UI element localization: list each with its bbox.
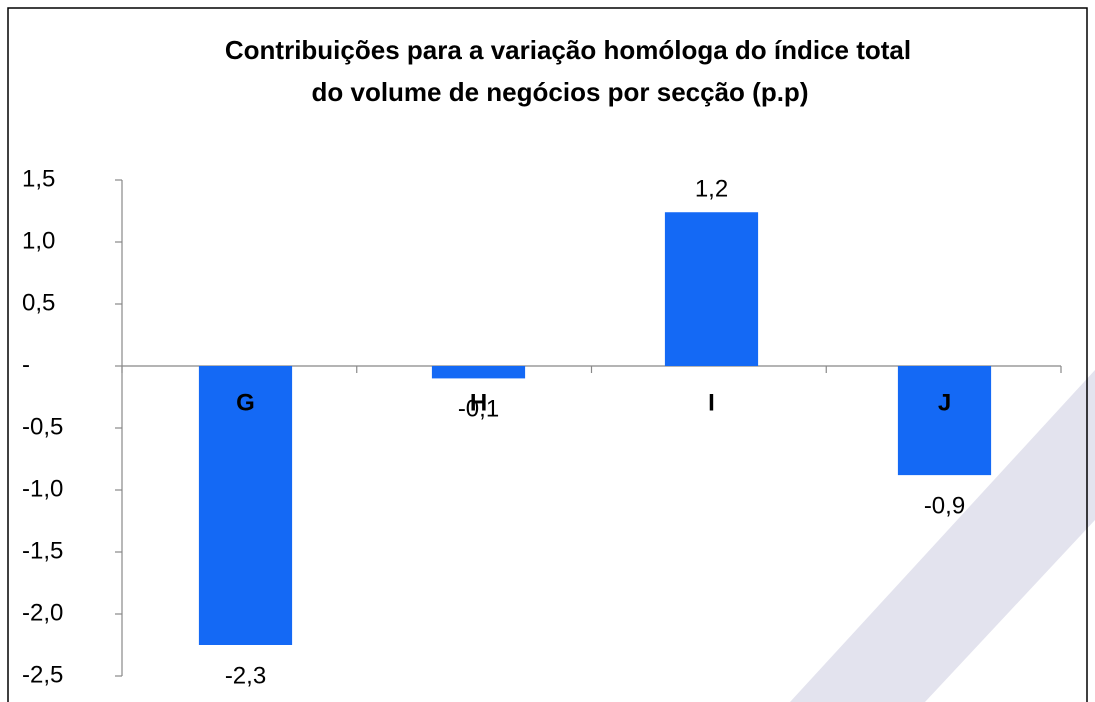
bar — [664, 212, 759, 366]
value-label: 1,2 — [695, 176, 728, 203]
y-tick-label: - — [22, 351, 30, 378]
bar — [198, 366, 293, 645]
y-tick-label: 1,0 — [22, 227, 55, 254]
x-tick-label: G — [236, 389, 255, 416]
chart-title: Contribuições para a variação homóloga d… — [225, 35, 911, 65]
y-tick-label: 0,5 — [22, 289, 55, 316]
value-label: -2,3 — [225, 662, 266, 689]
x-tick-label: J — [938, 389, 951, 416]
y-tick-label: -2,5 — [22, 661, 63, 688]
y-tick-label: -1,0 — [22, 475, 63, 502]
x-tick-label: H — [470, 389, 487, 416]
y-tick-label: -0,5 — [22, 413, 63, 440]
y-tick-label: 1,5 — [22, 165, 55, 192]
value-label: -0,1 — [458, 396, 499, 423]
bar — [431, 366, 526, 379]
y-tick-label: -1,5 — [22, 537, 63, 564]
value-label: -0,9 — [924, 492, 965, 519]
bar — [897, 366, 992, 476]
chart-frame — [7, 7, 1088, 702]
x-tick-label: I — [708, 389, 715, 416]
y-tick-label: -2,0 — [22, 599, 63, 626]
decor-stripe — [790, 370, 1095, 702]
chart-title: do volume de negócios por secção (p.p) — [312, 77, 809, 107]
